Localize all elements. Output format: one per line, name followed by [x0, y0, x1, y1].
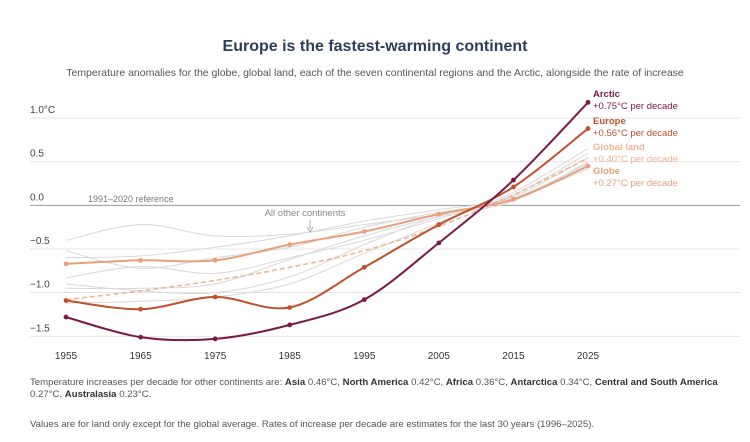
- europe-rate-label: +0.56°C per decade: [593, 128, 678, 139]
- globe-point: [585, 163, 591, 169]
- footnote-name: Central and South America: [594, 377, 718, 388]
- footnote-continent-rates: Temperature increases per decade for oth…: [30, 377, 718, 400]
- arctic-line: [65, 101, 589, 342]
- globe-rate-label: +0.27°C per decade: [593, 178, 678, 189]
- annotation-arrowhead: [306, 226, 314, 233]
- globe-point: [212, 257, 218, 263]
- x-tick-label: 1995: [353, 351, 376, 362]
- arctic-point: [585, 99, 591, 105]
- globe-point: [361, 229, 367, 234]
- globe-point: [63, 261, 69, 267]
- globe-point: [287, 242, 293, 248]
- footnote-value: 0.42°C: [411, 377, 441, 388]
- y-tick-label: −0.5: [30, 236, 50, 247]
- europe-label: Europe: [593, 116, 626, 127]
- x-tick-label: 2025: [577, 351, 600, 362]
- arctic-rate-label: +0.75°C per decade: [593, 101, 678, 112]
- globe-point: [511, 196, 516, 202]
- footnote-value: 0.34°C: [560, 377, 590, 388]
- europe-point: [511, 184, 516, 190]
- europe-point: [436, 222, 442, 227]
- other-continents-label: All other continents: [265, 208, 346, 219]
- x-tick-label: 1955: [55, 351, 78, 362]
- arctic-label: Arctic: [593, 89, 620, 100]
- y-tick-label: 1.0°C: [30, 105, 55, 116]
- other-continent-line: [65, 148, 589, 304]
- arctic-point: [138, 334, 143, 340]
- globe-label: Globe: [593, 166, 620, 177]
- arctic-point: [436, 240, 442, 246]
- footnote-value: 0.46°C: [307, 377, 338, 388]
- footnote-name: Asia: [284, 377, 306, 388]
- y-tick-label: 0.0: [30, 192, 44, 203]
- arctic-point: [63, 314, 69, 320]
- globe-point: [138, 257, 143, 263]
- x-tick-label: 1975: [204, 351, 227, 362]
- global-land-rate-label: +0.40°C per decade: [593, 154, 678, 165]
- chart-title: Europe is the fastest-warming continent: [222, 38, 528, 55]
- footnote-name: Africa: [445, 377, 474, 388]
- x-tick-label: 1985: [279, 351, 302, 362]
- europe-point: [212, 294, 218, 300]
- x-tick-label: 2015: [502, 351, 525, 362]
- arctic-point: [287, 322, 293, 328]
- other-continent-line: [65, 152, 589, 279]
- line-chart: 1.0°C 0.5 0.0 −0.5 −1.0 −1.5 1955 1965 1975 1985 1…: [30, 89, 740, 362]
- footnote-name: Australasia: [64, 389, 117, 400]
- footnote-value: 0.27°C: [30, 389, 60, 400]
- arctic-point: [212, 336, 218, 342]
- europe-point: [138, 306, 143, 312]
- europe-line: [65, 127, 589, 311]
- y-tick-label: −1.5: [30, 323, 50, 334]
- footnote-value: 0.23°C.: [119, 389, 152, 400]
- other-continent-line: [65, 156, 589, 241]
- europe-point: [585, 126, 591, 131]
- globe-point: [436, 211, 442, 217]
- y-tick-label: −1.0: [30, 280, 50, 291]
- reference-label: 1991–2020 reference: [88, 194, 174, 204]
- footnote-method: Values are for land only except for the …: [30, 419, 595, 430]
- x-tick-label: 1965: [129, 351, 152, 362]
- x-tick-label: 2005: [428, 351, 451, 362]
- europe-point: [63, 298, 69, 303]
- y-tick-label: 0.5: [30, 149, 44, 160]
- footnote-prefix: Temperature increases per decade for oth…: [30, 377, 285, 388]
- global-land-label: Global land: [593, 142, 645, 153]
- footnote-name: Antarctica: [510, 377, 558, 388]
- global-land-line: [65, 157, 589, 301]
- chart-subtitle: Temperature anomalies for the globe, glo…: [66, 67, 684, 79]
- arctic-point: [361, 297, 367, 303]
- footnote-value: 0.36°C: [475, 377, 506, 388]
- footnote-name: North America: [342, 377, 409, 388]
- europe-point: [287, 305, 293, 310]
- arctic-point: [511, 177, 516, 183]
- europe-point: [361, 264, 367, 270]
